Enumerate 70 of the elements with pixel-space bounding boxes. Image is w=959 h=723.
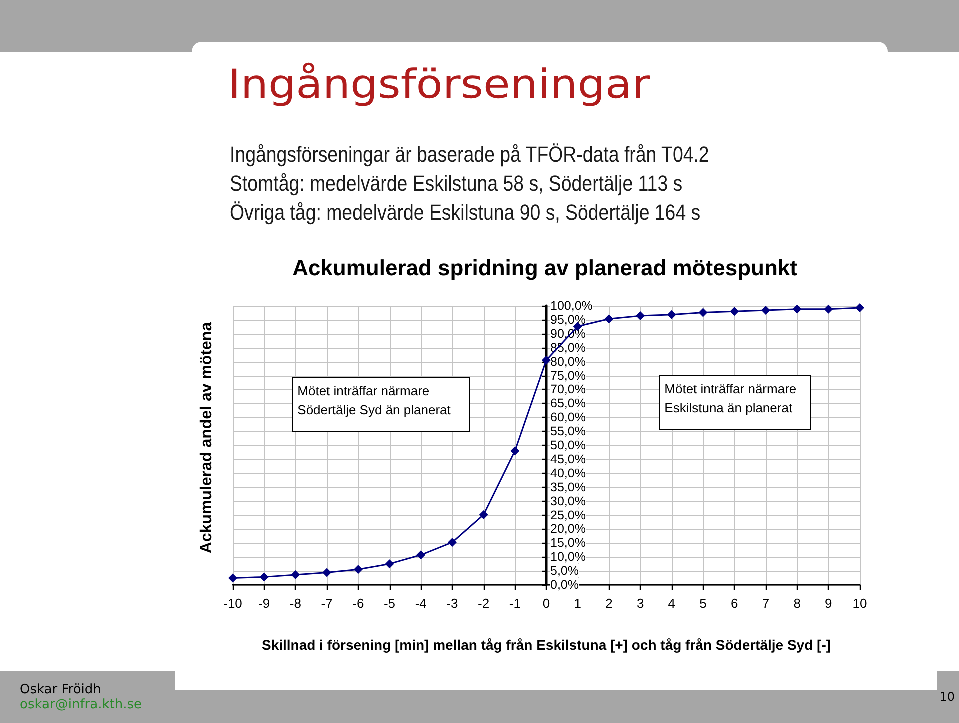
chart-title: Ingångsförseningar	[228, 60, 651, 108]
x-tick-label: -8	[290, 596, 302, 611]
point	[824, 304, 834, 314]
point	[604, 314, 614, 324]
y-tick-label: 55,0%	[550, 424, 586, 439]
x-tick-label: -10	[224, 596, 242, 611]
x-tick-label: 1	[574, 596, 582, 611]
x-tick-label: 3	[636, 596, 644, 611]
y-tick-label: 65,0%	[550, 396, 586, 411]
x-tick-label: -3	[446, 596, 458, 611]
point	[667, 310, 676, 320]
text: Ackumulerad spridning av planerad mötespunkt	[292, 256, 798, 280]
y-tick-label: 35,0%	[550, 480, 586, 494]
annotation: Mötet inträffar närmare Eskilstuna än planerat	[664, 382, 797, 416]
point	[856, 303, 864, 312]
y-tick-label: 80,0%	[550, 354, 586, 369]
text: Oskar Fröidh	[20, 682, 102, 698]
text: 10	[940, 690, 955, 704]
point	[448, 538, 457, 548]
point	[260, 572, 269, 582]
y-tick-label: 25,0%	[550, 508, 586, 522]
point	[730, 307, 740, 316]
point	[385, 560, 394, 569]
point	[479, 510, 488, 520]
y-tick-label: 5,0%	[550, 564, 579, 578]
x-tick-label: 5	[700, 596, 707, 611]
y-tick-label: 50,0%	[550, 438, 586, 452]
point	[792, 304, 802, 314]
y-tick-label: 0,0%	[550, 578, 579, 592]
point	[761, 306, 770, 315]
point	[636, 312, 646, 321]
point	[228, 574, 238, 583]
x-tick-label: 0	[542, 596, 550, 611]
point	[510, 446, 520, 456]
annotation: Mötet inträffar närmare Södertälje Syd än planerat	[298, 384, 452, 418]
y-tick-label: 20,0%	[550, 522, 586, 536]
text: oskar@infra.kth.se	[20, 698, 142, 712]
x-tick-label: 10	[852, 596, 868, 611]
y-tick-label: 75,0%	[550, 368, 586, 383]
x-tick-label: -6	[352, 596, 364, 611]
y-tick-label: 60,0%	[550, 410, 586, 425]
x-tick-label: 6	[730, 596, 738, 611]
chart-subtitle: Ingångsförseningar är baserade på TFÖR-data från T04.2 Stomtåg: medelvärde Eskilstuna 58 s, Södertälje 113 s Övriga tåg: medelvärde Eskilstuna 90 s, Södertälje 164 s	[230, 142, 710, 226]
point	[354, 565, 363, 574]
y-axis-title: Ackumulerad andel av mötena	[198, 322, 216, 554]
y-tick-label: 95,0%	[550, 312, 586, 327]
x-tick-label: -7	[321, 596, 333, 611]
point	[416, 550, 426, 560]
x-tick-label: -5	[384, 596, 396, 611]
point	[322, 568, 332, 578]
y-tick-label: 30,0%	[550, 494, 586, 508]
x-tick-label: -4	[415, 596, 427, 611]
y-tick-label: 100,0%	[550, 299, 593, 313]
y-tick-label: 10,0%	[550, 550, 586, 564]
x-tick-label: 4	[668, 596, 676, 611]
point	[291, 570, 300, 580]
point	[542, 356, 551, 365]
x-tick-label: -1	[509, 596, 521, 611]
y-tick-label: 40,0%	[550, 466, 586, 480]
x-tick-label: 8	[794, 596, 801, 611]
x-tick-label: 9	[825, 596, 832, 611]
point	[698, 308, 708, 318]
y-tick-label: 45,0%	[550, 452, 586, 466]
y-tick-label: 70,0%	[550, 382, 586, 397]
y-tick-label: 15,0%	[550, 536, 586, 550]
x-axis-title: Skillnad i försening [min] mellan tåg från Eskilstuna [+] och tåg från Södertälje Syd [-]	[262, 637, 832, 653]
x-tick-label: 7	[762, 596, 770, 611]
x-tick-label: -2	[478, 596, 490, 611]
x-tick-label: 2	[606, 596, 613, 611]
x-tick-label: -9	[258, 596, 270, 611]
